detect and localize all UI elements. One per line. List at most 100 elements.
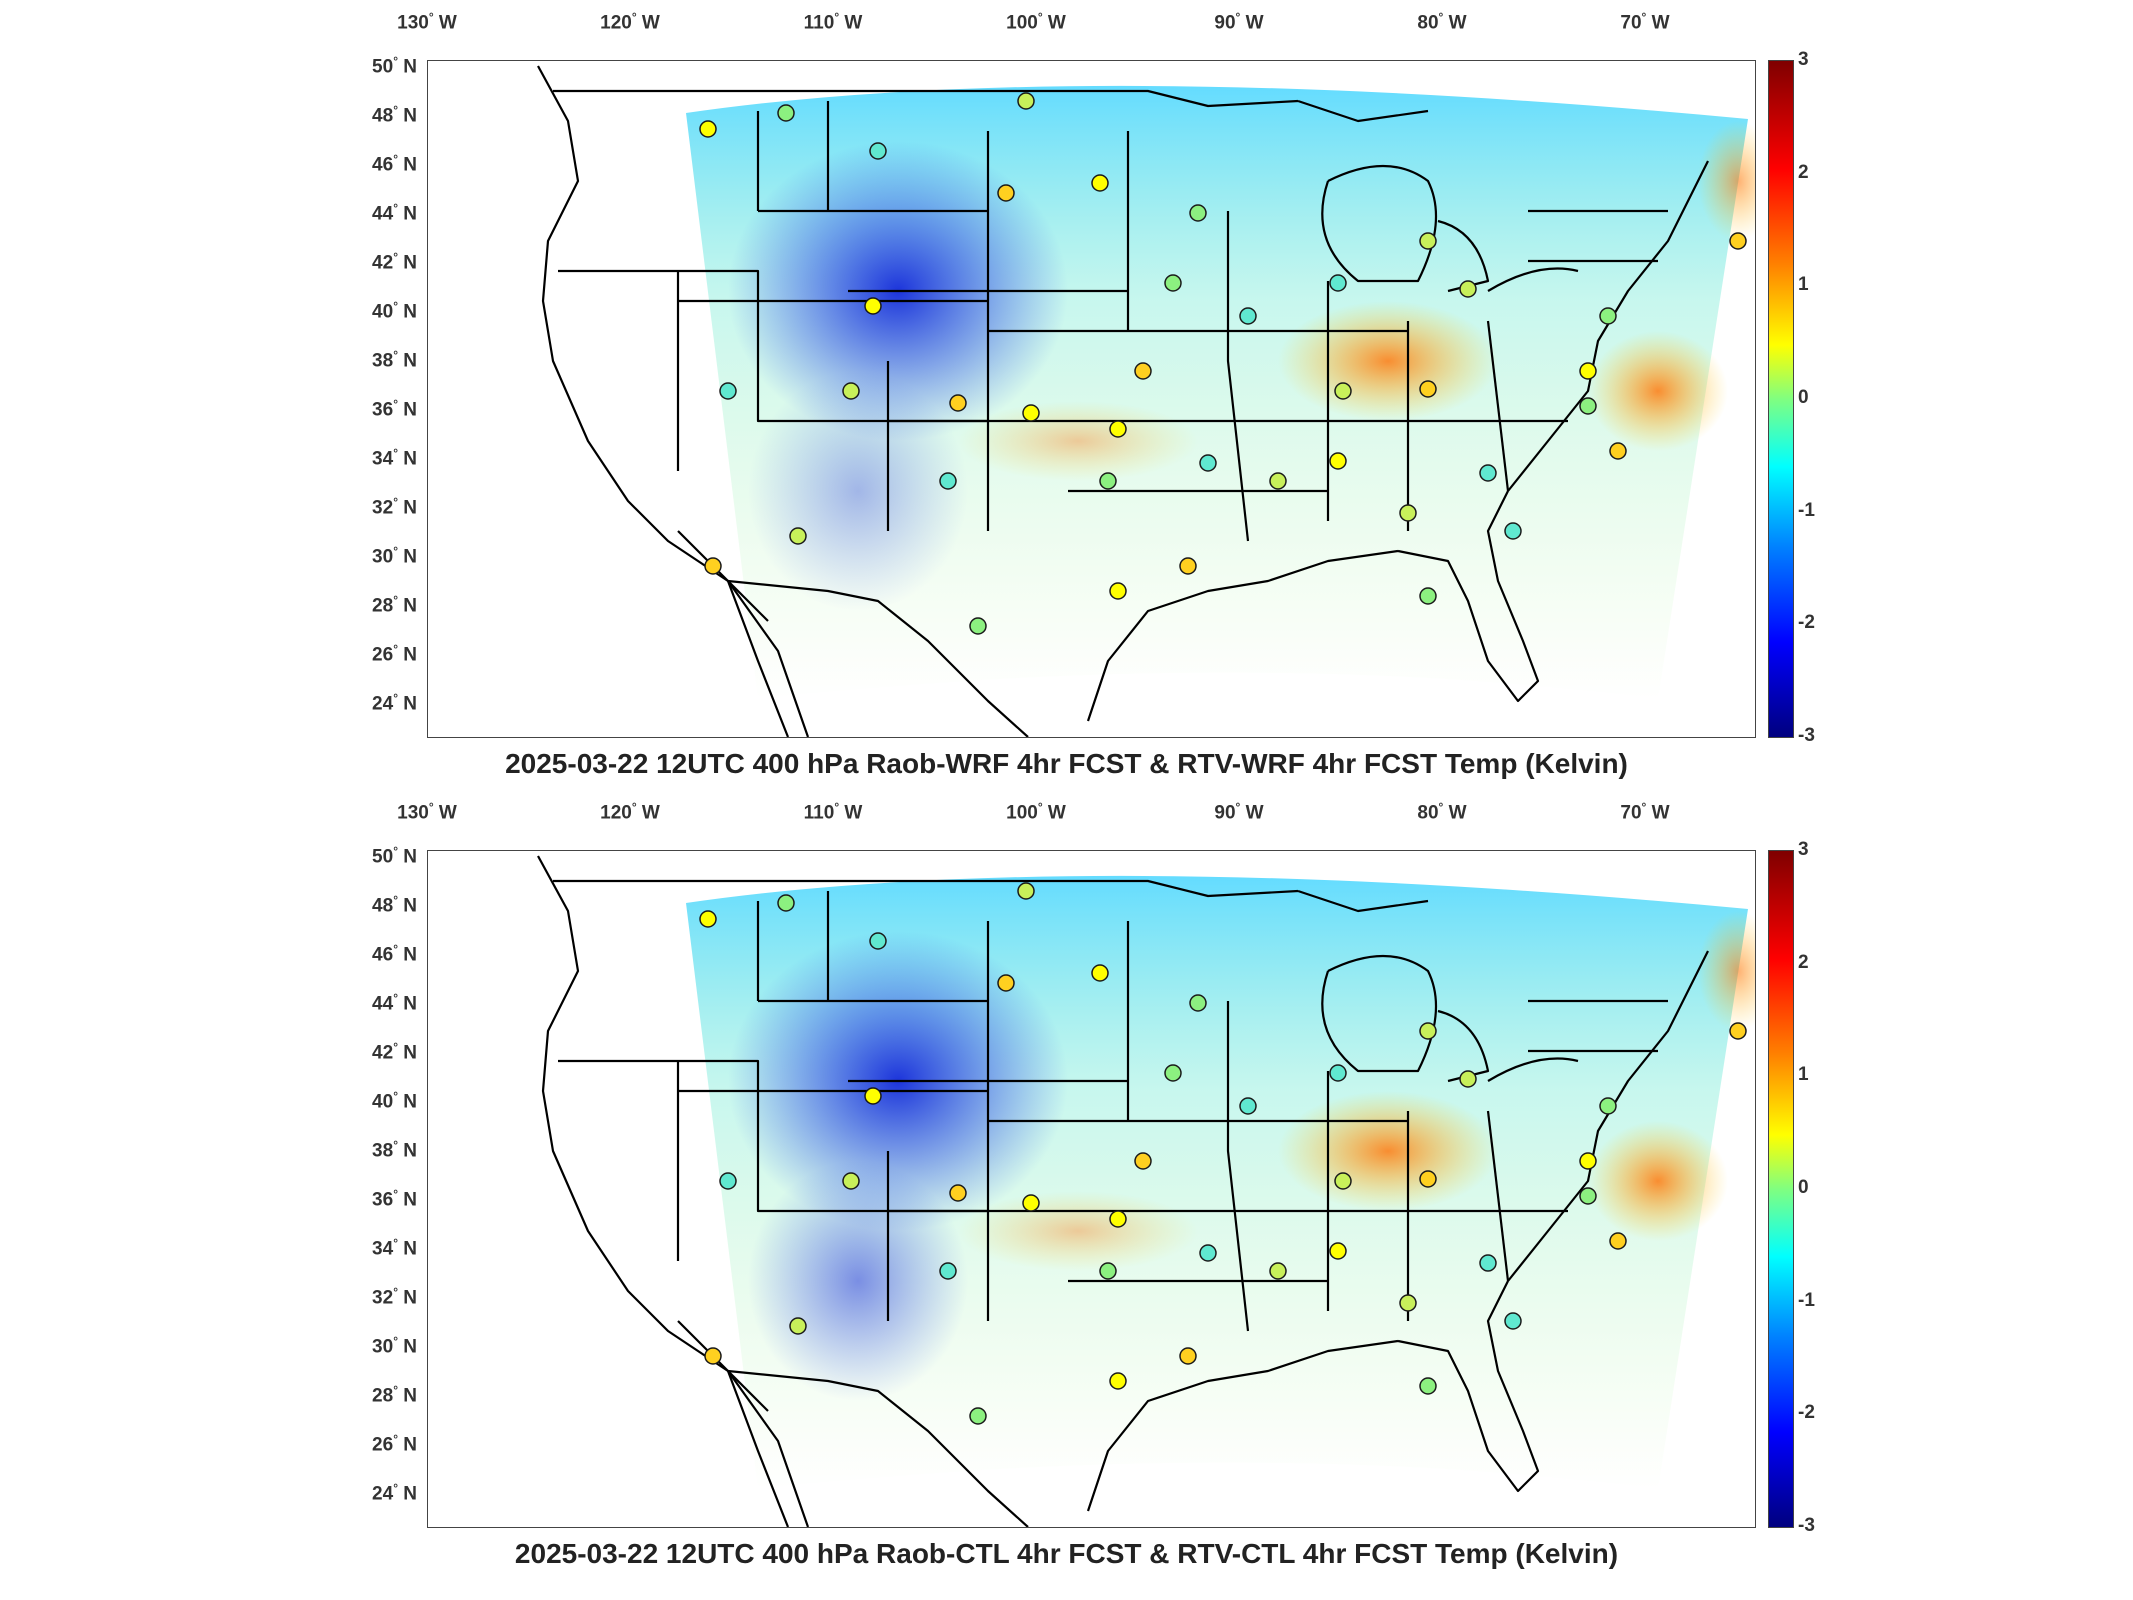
lon-tick-label: 90° W [1214, 10, 1264, 34]
raob-station-marker [789, 1317, 807, 1335]
raob-station-marker [1239, 1097, 1257, 1115]
temperature-map-top [537, 65, 1755, 737]
raob-station-marker [1091, 174, 1109, 192]
lon-tick-label: 100° W [1006, 10, 1066, 34]
boundary-line [1487, 1057, 1579, 1082]
raob-station-marker [1579, 1187, 1597, 1205]
lat-tick-label: 46° N [372, 152, 417, 176]
boundaries [537, 65, 1709, 737]
lat-tick-label: 28° N [372, 593, 417, 617]
raob-station-marker [777, 104, 795, 122]
raob-station-marker [1329, 1242, 1347, 1260]
lon-tick-label: 110° W [803, 800, 863, 824]
lat-tick-label: 44° N [372, 991, 417, 1015]
raob-station-marker [1179, 1347, 1197, 1365]
panel-bottom: 130° W 120° W 110° W 100° W 90° W 80° W 70° W … [0, 790, 2133, 1600]
cold-anomaly-south [748, 371, 968, 611]
boundaries [537, 855, 1709, 1527]
raob-station-marker [1599, 307, 1617, 325]
raob-station-marker [1022, 1194, 1040, 1212]
raob-station-marker [1479, 464, 1497, 482]
raob-station-marker [949, 394, 967, 412]
warm-anomaly-maine [1698, 911, 1755, 1031]
lon-tick-label: 70° W [1620, 800, 1670, 824]
raob-station-marker [1419, 1170, 1437, 1188]
boundary-line [553, 89, 1299, 108]
raob-station-marker [1334, 1172, 1352, 1190]
panel-top: 130° W 120° W 110° W 100° W 90° W 80° W 70° W … [372, 10, 1815, 779]
warm-anomaly-atlantic [1588, 331, 1728, 451]
colorbar-tick-label: 0 [1798, 387, 1809, 408]
warm-anomaly-ohio [1278, 301, 1498, 421]
warm-anomaly-plains [958, 1191, 1198, 1271]
raob-station-marker [1609, 442, 1627, 460]
boundary-line [1437, 219, 1490, 293]
boundary-line [537, 65, 769, 622]
raob-station-marker [1599, 1097, 1617, 1115]
lat-tick-label: 46° N [372, 942, 417, 966]
colorbar-tick-label: 3 [1798, 49, 1809, 70]
raob-station-marker [1109, 1210, 1127, 1228]
warm-anomaly-plains [958, 401, 1198, 481]
raob-station-marker [1329, 274, 1347, 292]
raob-station-marker [842, 382, 860, 400]
boundary-line [1297, 99, 1429, 123]
boundary-line [1226, 211, 1250, 542]
raob-station-marker [1099, 1262, 1117, 1280]
raob-station-marker [1579, 397, 1597, 415]
raob-station-marker [1504, 522, 1522, 540]
map-frame-top [427, 60, 1756, 738]
colorbar-tick-label: -1 [1798, 499, 1815, 521]
boundary-line [553, 879, 1299, 898]
raob-stations [699, 882, 1747, 1425]
lat-tick-label: 40° N [372, 1089, 417, 1113]
raob-station-marker [704, 1347, 722, 1365]
lat-tick-label: 42° N [372, 250, 417, 274]
boundary-line [1226, 1001, 1250, 1332]
lat-tick-label: 48° N [372, 893, 417, 917]
cold-anomaly-south [748, 1161, 968, 1401]
boundary-line [1397, 490, 1540, 703]
raob-station-marker [1419, 1377, 1437, 1395]
raob-station-marker [1091, 964, 1109, 982]
raob-station-marker [1164, 1064, 1182, 1082]
lon-tick-label: 120° W [600, 10, 660, 34]
boundary-line [727, 579, 1029, 737]
raob-station-marker [1189, 994, 1207, 1012]
raob-station-marker [699, 120, 717, 138]
raob-station-marker [1199, 454, 1217, 472]
boundary-line [1297, 889, 1429, 913]
raob-station-marker [949, 1184, 967, 1202]
boundary-line [726, 1370, 790, 1527]
raob-station-marker [1109, 420, 1127, 438]
colorbar-tick-label: 2 [1798, 161, 1809, 183]
raob-station-marker [1729, 232, 1747, 250]
raob-station-marker [1189, 204, 1207, 222]
temperature-map-bottom [537, 855, 1755, 1527]
lat-tick-label: 38° N [372, 348, 417, 372]
raob-station-marker [777, 894, 795, 912]
raob-station-marker [969, 617, 987, 635]
raob-station-marker [1579, 362, 1597, 380]
raob-station-marker [864, 1087, 882, 1105]
raob-station-marker [1329, 1064, 1347, 1082]
raob-station-marker [1609, 1232, 1627, 1250]
raob-station-marker [1269, 472, 1287, 490]
colorbar-tick-label: 1 [1798, 274, 1809, 296]
raob-station-marker [869, 932, 887, 950]
lat-tick-label: 42° N [372, 1040, 417, 1064]
boundary-line [726, 580, 790, 737]
warm-anomaly-ohio [1278, 1091, 1498, 1211]
lat-tick-label: 28° N [372, 1383, 417, 1407]
colorbar-tick-label: -2 [1798, 1402, 1815, 1424]
lat-tick-label: 26° N [372, 642, 417, 666]
lat-tick-label: 32° N [372, 495, 417, 519]
raob-station-marker [1729, 1022, 1747, 1040]
lat-tick-label: 26° N [372, 1432, 417, 1456]
raob-station-marker [1099, 472, 1117, 490]
boundary-line [1397, 1280, 1540, 1493]
raob-station-marker [1329, 452, 1347, 470]
boundary-line [1086, 549, 1399, 722]
raob-station-marker [1419, 587, 1437, 605]
raob-station-marker [1419, 232, 1437, 250]
